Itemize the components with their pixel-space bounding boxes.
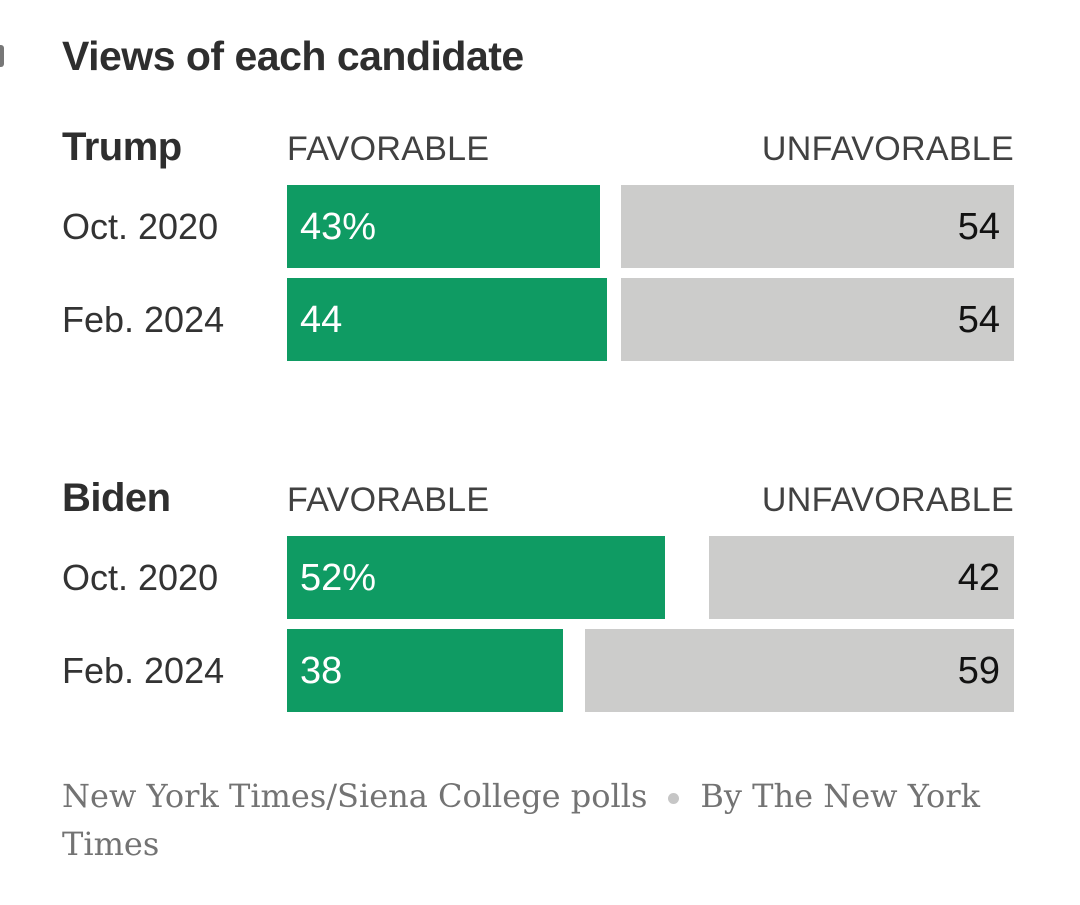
section-header-biden: Biden FAVORABLE UNFAVORABLE <box>62 476 1014 520</box>
favorable-value: 52% <box>300 556 377 599</box>
favorable-column-header: FAVORABLE <box>287 481 490 519</box>
unfavorable-value: 42 <box>957 556 1000 599</box>
section-biden: Biden FAVORABLE UNFAVORABLE Oct. 2020 52… <box>62 476 1014 712</box>
table-row: Oct. 2020 43% 54 <box>62 185 1014 268</box>
favorable-value: 43% <box>300 205 377 248</box>
candidate-name-trump: Trump <box>62 125 182 169</box>
unfavorable-column-header: UNFAVORABLE <box>761 130 1014 168</box>
favorable-value: 44 <box>300 298 343 341</box>
section-trump: Trump FAVORABLE UNFAVORABLE Oct. 2020 43… <box>62 125 1014 361</box>
chart-title: Views of each candidate <box>62 33 524 79</box>
favorable-value: 38 <box>300 649 343 692</box>
separator-dot-icon <box>668 793 680 804</box>
candidate-name-biden: Biden <box>62 476 171 520</box>
row-label: Oct. 2020 <box>62 205 219 247</box>
unfavorable-value: 54 <box>957 298 1000 341</box>
bar-track: 38 59 <box>287 629 1014 712</box>
row-label: Feb. 2024 <box>62 649 225 691</box>
chart-footer: New York Times/Siena College polls By The… <box>62 772 982 868</box>
section-header-trump: Trump FAVORABLE UNFAVORABLE <box>62 125 1014 169</box>
bar-track: 43% 54 <box>287 185 1014 268</box>
favorable-bar: 43% <box>287 185 600 268</box>
bar-track: 44 54 <box>287 278 1014 361</box>
unfavorable-bar: 54 <box>621 185 1014 268</box>
table-row: Feb. 2024 38 59 <box>62 629 1014 712</box>
table-row: Oct. 2020 52% 42 <box>62 536 1014 619</box>
favorable-column-header: FAVORABLE <box>287 130 490 168</box>
favorable-bar: 52% <box>287 536 666 619</box>
bar-track: 52% 42 <box>287 536 1014 619</box>
source-text: New York Times/Siena College polls <box>62 777 648 815</box>
screen-edge-artifact <box>0 45 4 67</box>
unfavorable-column-header: UNFAVORABLE <box>761 481 1014 519</box>
table-row: Feb. 2024 44 54 <box>62 278 1014 361</box>
unfavorable-bar: 59 <box>585 629 1014 712</box>
unfavorable-value: 59 <box>957 649 1000 692</box>
favorable-bar: 44 <box>287 278 607 361</box>
row-label: Feb. 2024 <box>62 298 225 340</box>
unfavorable-bar: 42 <box>708 536 1014 619</box>
byline-text: By The New York Times <box>62 777 980 863</box>
unfavorable-value: 54 <box>957 205 1000 248</box>
unfavorable-bar: 54 <box>621 278 1014 361</box>
favorable-bar: 38 <box>287 629 564 712</box>
row-label: Oct. 2020 <box>62 556 219 598</box>
